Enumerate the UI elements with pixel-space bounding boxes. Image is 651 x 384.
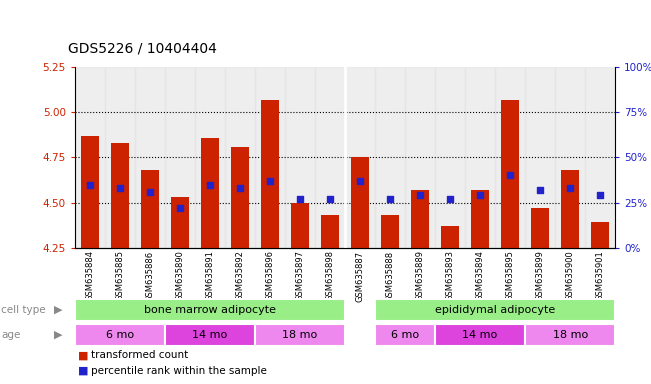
Text: 18 mo: 18 mo — [553, 330, 588, 340]
Point — [385, 196, 395, 202]
Bar — [225, 67, 255, 248]
Bar — [375, 299, 615, 321]
Point — [565, 185, 575, 191]
Bar — [375, 67, 405, 248]
Text: transformed count: transformed count — [91, 350, 188, 360]
Text: 18 mo: 18 mo — [283, 330, 318, 340]
Bar — [351, 157, 369, 248]
Bar — [255, 67, 285, 248]
Bar — [471, 190, 489, 248]
Text: GDS5226 / 10404404: GDS5226 / 10404404 — [68, 42, 217, 56]
Point — [204, 182, 215, 188]
Bar — [405, 67, 435, 248]
Bar — [291, 202, 309, 248]
Bar — [135, 67, 165, 248]
Text: ■: ■ — [78, 366, 89, 376]
Bar — [585, 67, 615, 248]
Bar — [255, 324, 345, 346]
Point — [325, 196, 335, 202]
Text: ▶: ▶ — [54, 305, 63, 315]
Point — [145, 189, 155, 195]
Bar — [345, 67, 375, 248]
Point — [85, 182, 95, 188]
Bar — [465, 67, 495, 248]
Point — [174, 205, 185, 211]
Point — [535, 187, 546, 193]
Point — [235, 185, 245, 191]
Bar — [81, 136, 99, 248]
Bar — [501, 100, 519, 248]
Bar — [321, 215, 339, 248]
Bar — [555, 67, 585, 248]
Bar — [561, 170, 579, 248]
Bar — [75, 299, 345, 321]
Bar — [105, 67, 135, 248]
Bar — [111, 143, 129, 248]
Bar — [375, 324, 435, 346]
Bar — [411, 190, 429, 248]
Point — [265, 178, 275, 184]
Bar — [231, 147, 249, 248]
Bar — [165, 324, 255, 346]
Text: age: age — [1, 330, 21, 340]
Bar — [285, 67, 315, 248]
Bar — [75, 324, 165, 346]
Bar — [165, 67, 195, 248]
Bar — [381, 215, 399, 248]
Bar — [441, 226, 459, 248]
Text: 6 mo: 6 mo — [391, 330, 419, 340]
Point — [355, 178, 365, 184]
Bar — [75, 67, 105, 248]
Point — [295, 196, 305, 202]
Point — [595, 192, 605, 199]
Bar — [261, 100, 279, 248]
Text: bone marrow adipocyte: bone marrow adipocyte — [144, 305, 276, 315]
Bar — [495, 67, 525, 248]
Bar — [195, 67, 225, 248]
Bar — [201, 137, 219, 248]
Bar — [435, 67, 465, 248]
Bar — [591, 222, 609, 248]
Text: cell type: cell type — [1, 305, 46, 315]
Point — [475, 192, 485, 199]
Bar — [525, 324, 615, 346]
Bar — [171, 197, 189, 248]
Point — [445, 196, 455, 202]
Bar — [315, 67, 345, 248]
Bar — [141, 170, 159, 248]
Bar — [531, 208, 549, 248]
Point — [505, 172, 516, 179]
Point — [415, 192, 425, 199]
Text: percentile rank within the sample: percentile rank within the sample — [91, 366, 267, 376]
Bar — [525, 67, 555, 248]
Bar — [435, 324, 525, 346]
Text: 14 mo: 14 mo — [192, 330, 228, 340]
Text: 14 mo: 14 mo — [462, 330, 498, 340]
Text: 6 mo: 6 mo — [106, 330, 134, 340]
Point — [115, 185, 125, 191]
Text: epididymal adipocyte: epididymal adipocyte — [435, 305, 555, 315]
Text: ■: ■ — [78, 350, 89, 360]
Text: ▶: ▶ — [54, 330, 63, 340]
